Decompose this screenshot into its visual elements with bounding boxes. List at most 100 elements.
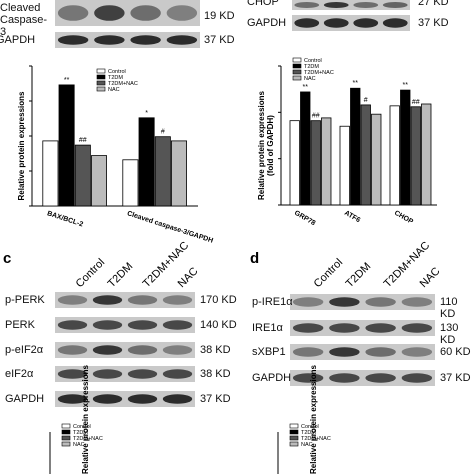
blot-band <box>166 35 198 45</box>
blot-band <box>127 394 158 404</box>
blot-band <box>294 18 320 28</box>
bar <box>350 87 361 206</box>
blot-band <box>130 35 161 45</box>
blot-band <box>166 5 198 21</box>
blot-band <box>130 5 161 21</box>
bar <box>389 105 400 206</box>
blot-label: p-PERK <box>5 294 45 306</box>
blot-band <box>162 345 193 355</box>
blot-strip <box>55 0 200 26</box>
blot-strip <box>290 370 435 386</box>
legend-swatch <box>292 69 302 75</box>
bar <box>122 159 139 207</box>
significance-marker: ** <box>403 82 409 89</box>
blot-band <box>401 373 433 383</box>
legend-swatch <box>61 441 71 447</box>
bar <box>170 140 187 207</box>
legend-label: T2DM <box>73 430 88 436</box>
blot-label: GAPDH <box>0 34 36 46</box>
blot-band <box>92 369 123 379</box>
blot-band <box>162 320 193 330</box>
blot-band <box>323 2 349 8</box>
legend-swatch <box>96 74 106 80</box>
significance-marker: ** <box>303 84 309 91</box>
blot-band <box>353 18 379 28</box>
blot-size: 37 KD <box>204 34 235 46</box>
blot-size: 38 KD <box>200 344 231 356</box>
blot-band <box>57 345 88 355</box>
bar <box>74 144 91 207</box>
x-tick-label: CHOP <box>393 210 414 226</box>
blot-band <box>57 35 89 45</box>
y-axis-title: Relative protein expressions <box>81 365 90 474</box>
bar <box>410 106 421 206</box>
blot-band <box>401 347 433 357</box>
bar <box>91 155 108 207</box>
blot-strip <box>55 342 195 358</box>
x-tick-label: Cleaved caspase-3/GAPDH <box>126 210 214 244</box>
legend-swatch <box>289 441 299 447</box>
blot-strip <box>292 0 410 10</box>
legend-swatch <box>289 429 299 435</box>
y-axis-title: (fold of GAPDH) <box>266 115 275 176</box>
blot-label: GAPDH <box>252 372 292 384</box>
blot-label: GAPDH <box>5 393 45 405</box>
blot-label: eIF2α <box>5 368 34 380</box>
x-tick-label: ATF6 <box>343 210 361 225</box>
legend-label: T2DM <box>304 64 319 70</box>
bar <box>371 113 382 206</box>
legend-label: T2DM+NAC <box>108 81 138 87</box>
bar <box>300 91 311 206</box>
blot-strip <box>290 294 435 310</box>
blot-band <box>94 5 125 21</box>
blot-size: 110 KD <box>440 296 458 320</box>
blot-band <box>382 2 408 8</box>
blot-band <box>57 394 88 404</box>
legend-label: Control <box>304 58 322 64</box>
blot-label: sXBP1 <box>252 346 286 358</box>
blot-band <box>57 5 89 21</box>
blot-band <box>127 320 158 330</box>
blot-band <box>294 2 320 8</box>
blot-size: 60 KD <box>440 346 471 358</box>
blot-size: 140 KD <box>200 319 237 331</box>
blot-strip <box>55 366 195 382</box>
x-tick-label: BAX/BCL-2 <box>46 210 84 228</box>
y-axis-title: Relative protein expressions <box>309 365 318 474</box>
group-label: NAC <box>418 265 443 290</box>
blot-band <box>292 323 324 333</box>
blot-band <box>353 2 379 8</box>
blot-band <box>329 297 360 307</box>
blot-band <box>127 295 158 305</box>
bar <box>400 89 411 206</box>
legend-label: NAC <box>301 442 313 448</box>
blot-label: IRE1α <box>252 322 283 334</box>
legend-swatch <box>289 423 299 429</box>
legend-swatch <box>289 435 299 441</box>
blot-band <box>365 297 396 307</box>
blot-size: 27 KD <box>418 0 449 8</box>
group-label: Control <box>312 257 346 291</box>
blot-size: 38 KD <box>200 368 231 380</box>
blot-size: 130 KD <box>440 322 459 346</box>
legend-swatch <box>292 57 302 63</box>
blot-band <box>57 320 88 330</box>
blot-strip <box>290 320 435 336</box>
legend-label: T2DM <box>301 430 316 436</box>
blot-band <box>323 18 349 28</box>
significance-marker: ** <box>353 80 359 87</box>
blot-label: CHOP <box>247 0 279 8</box>
x-tick-label: GRP78 <box>293 210 316 228</box>
blot-band <box>365 373 396 383</box>
blot-band <box>92 295 123 305</box>
significance-marker: ** <box>64 77 70 84</box>
blot-band <box>57 295 88 305</box>
significance-marker: ## <box>312 113 320 120</box>
blot-band <box>92 320 123 330</box>
blot-label: p-IRE1α <box>252 296 293 308</box>
blot-strip <box>55 292 195 308</box>
bar <box>339 125 350 206</box>
blot-strip <box>55 391 195 407</box>
legend-label: NAC <box>304 76 316 82</box>
blot-size: 37 KD <box>200 393 231 405</box>
